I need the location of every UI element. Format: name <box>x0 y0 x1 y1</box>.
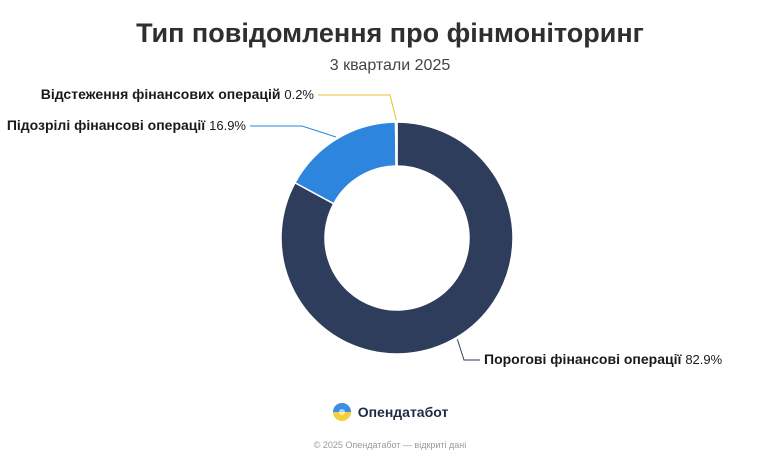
slice-label-value: 16.9% <box>209 118 246 133</box>
slice-label-category: Порогові фінансові операції <box>484 351 685 367</box>
slice-label: Відстеження фінансових операцій 0.2% <box>41 86 315 102</box>
leader-line <box>318 94 397 121</box>
leader-line <box>456 339 480 361</box>
slice-label-value: 0.2% <box>284 87 314 102</box>
chart-subtitle: 3 квартали 2025 <box>329 57 451 74</box>
brand-logo-icon <box>332 403 351 421</box>
slice-label: Порогові фінансові операції 82.9% <box>484 351 723 367</box>
slice-label: Підозрілі фінансові операції 16.9% <box>7 117 247 133</box>
footer-copyright: © 2025 Опендатабот — відкриті дані <box>313 440 467 450</box>
donut-slice <box>394 121 398 167</box>
chart-title: Тип повідомлення про фінмоніторинг <box>136 18 644 48</box>
donut-slice <box>280 121 514 355</box>
donut-slice <box>293 121 397 205</box>
leader-line <box>250 125 337 138</box>
slice-label-category: Підозрілі фінансові операції <box>7 117 209 133</box>
brand-name: Опендатабот <box>357 404 449 420</box>
donut-chart: Порогові фінансові операції 82.9% Підозрі… <box>7 86 723 367</box>
brand-logo: Опендатабот <box>0 402 780 422</box>
slice-label-category: Відстеження фінансових операцій <box>41 86 285 102</box>
slice-label-value: 82.9% <box>685 352 722 367</box>
